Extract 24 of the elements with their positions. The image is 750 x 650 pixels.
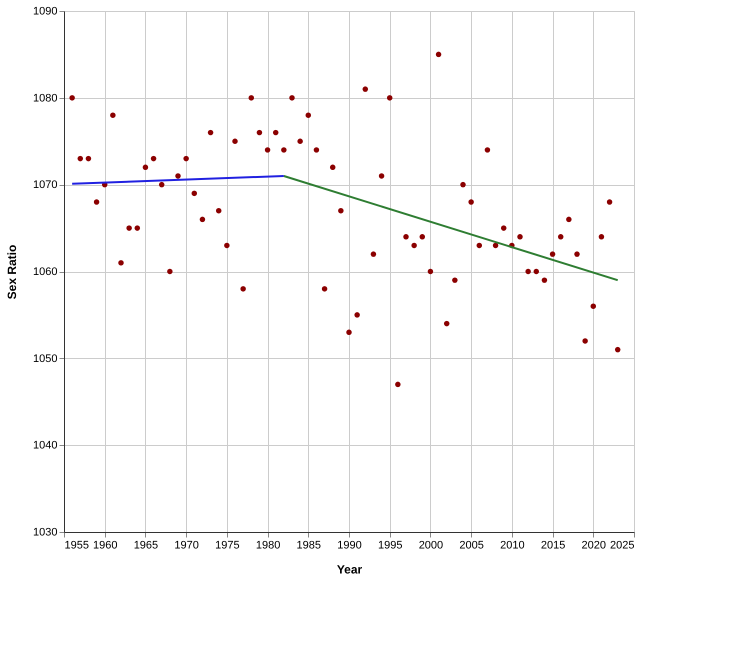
x-tick-label: 2010 (500, 540, 525, 552)
x-tick-label: 1965 (134, 540, 158, 552)
y-tick-label: 1080 (33, 92, 58, 104)
x-tick-label: 2025 (610, 540, 634, 552)
y-tick-label: 1030 (33, 526, 58, 538)
x-tick-label: 1960 (92, 540, 118, 552)
x-tick-label: 1980 (256, 540, 280, 552)
x-tick-label: 2000 (418, 540, 444, 552)
x-tick-label: 1970 (174, 540, 199, 552)
y-axis-title: Sex Ratio (5, 244, 20, 300)
y-tick-label: 1090 (33, 6, 58, 18)
y-tick-label: 1040 (33, 440, 58, 452)
x-tick-label: 2020 (582, 540, 606, 552)
x-tick-label: 1990 (337, 540, 362, 552)
x-tick-label: 1995 (378, 540, 402, 552)
x-tick-label: 2015 (540, 540, 566, 552)
x-tick-label: 1955 (64, 540, 89, 552)
y-tick-label: 1050 (33, 352, 58, 365)
y-tick-label: 1070 (33, 179, 58, 192)
x-tick-label: 2005 (459, 540, 484, 552)
x-axis-title: Year (336, 562, 363, 576)
x-tick-label: 1985 (296, 540, 322, 552)
y-tick-label: 1060 (33, 266, 58, 278)
x-tick-label: 1975 (215, 540, 240, 552)
